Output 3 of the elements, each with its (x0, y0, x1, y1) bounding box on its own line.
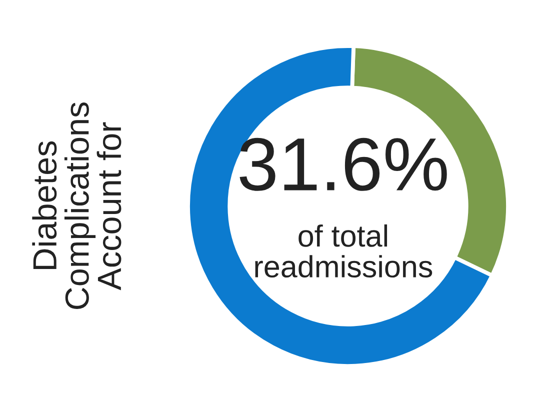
text: Diabetes Complications Account for (32, 102, 122, 309)
text: 31.6% (240, 138, 447, 191)
text: of total readmissions (255, 224, 432, 278)
